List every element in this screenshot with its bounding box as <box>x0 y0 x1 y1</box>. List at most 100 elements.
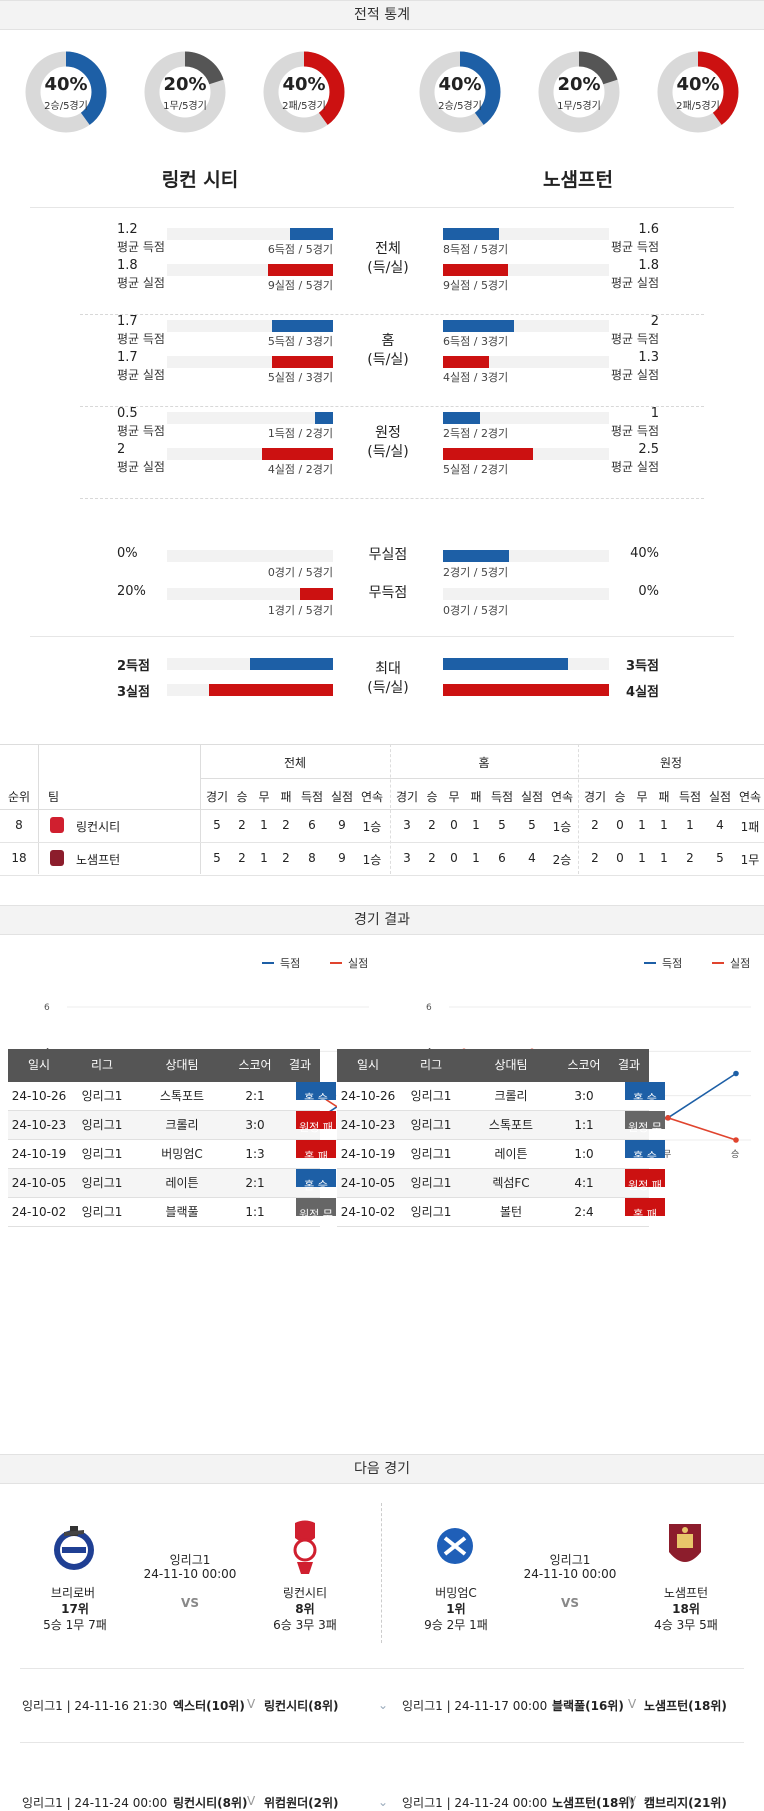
donut-ring <box>657 51 739 133</box>
next-left-team-a-rank: 17위 <box>61 1602 89 1616</box>
y-tick-label: 6 <box>44 1003 50 1013</box>
away-cleansheet-value: 0% <box>638 584 659 599</box>
donut-ring <box>419 51 501 133</box>
home-stat-value: 1.7 <box>117 314 138 329</box>
result-opp: 렉섬FC <box>492 1176 530 1190</box>
northampton-crest-icon <box>669 1524 701 1562</box>
standings-cell: 1 <box>260 851 268 865</box>
result-row[interactable]: 24-10-23 잉리그1 스톡포트 1:1 원정 무 <box>337 1111 665 1140</box>
result-row[interactable]: 24-10-05 잉리그1 렉섬FC 4:1 원정 패 <box>337 1169 665 1198</box>
result-row[interactable]: 24-10-23 잉리그1 크롤리 3:0 원정 패 <box>8 1111 336 1140</box>
result-league: 잉리그1 <box>410 1176 452 1190</box>
standings-cell: 2 <box>428 851 436 865</box>
donut-fill <box>263 51 345 133</box>
standings-col-header: 득점 <box>490 790 514 804</box>
fixture-team-b[interactable]: 노샘프턴(18위) <box>644 1699 727 1713</box>
fixture-vs: V <box>628 1794 637 1808</box>
standings-cell: 2 <box>238 818 246 832</box>
standings-cell: 1무 <box>740 853 760 867</box>
fixture-info: 잉리그1 | 24-11-17 00:00 <box>402 1699 548 1713</box>
standings-team-name[interactable]: 노샘프턴 <box>76 853 121 867</box>
standings-cell: 2승 <box>552 853 572 867</box>
standings-cell: 1승 <box>552 820 572 834</box>
section-title: 경기 결과 <box>354 912 410 928</box>
away-max-value: 4실점 <box>626 685 659 700</box>
result-row[interactable]: 24-10-26 잉리그1 크롤리 3:0 홈 승 <box>337 1082 665 1111</box>
result-badge: 원정 패 <box>625 1169 665 1192</box>
away-stat-bar <box>443 412 480 424</box>
next-right-team-a-record: 9승 2무 1패 <box>424 1618 488 1632</box>
legend-label: 실점 <box>730 957 750 970</box>
standings-col-header: 연속 <box>550 790 574 804</box>
stat-group-label: 홈 (득/실) <box>367 333 409 368</box>
away-cleansheet-note: 2경기 / 5경기 <box>443 566 509 579</box>
fixture-team-b[interactable]: 캠브리지(21위) <box>644 1796 727 1810</box>
standings-team-name[interactable]: 링컨시티 <box>76 820 121 834</box>
home-cleansheet-value: 0% <box>117 546 138 561</box>
section-header-next-match: 다음 경기 <box>0 1454 764 1484</box>
result-row[interactable]: 24-10-26 잉리그1 스톡포트 2:1 홈 승 <box>8 1082 336 1111</box>
fixture-team-b[interactable]: 링컨시티(8위) <box>264 1699 339 1713</box>
result-league: 잉리그1 <box>81 1147 123 1161</box>
home-max-value: 3실점 <box>117 685 150 700</box>
result-row[interactable]: 24-10-19 잉리그1 버밍엄C 1:3 홈 패 <box>8 1140 336 1169</box>
fixture-team-a[interactable]: 블랙풀(16위) <box>552 1699 624 1713</box>
dashed-divider <box>80 314 704 315</box>
standings-col-header: 승 <box>236 790 248 804</box>
double-chevron-down-icon[interactable]: ⌄ <box>378 1698 389 1712</box>
away-stat-label: 평균 득점 <box>611 424 659 438</box>
next-left-team-b-record: 6승 3무 3패 <box>273 1618 337 1632</box>
result-row[interactable]: 24-10-05 잉리그1 레이튼 2:1 홈 승 <box>8 1169 336 1198</box>
stat-bar-track <box>443 588 609 600</box>
donut-chart: 40% 2승/5경기 <box>418 50 502 134</box>
standings-cell: 9 <box>338 818 346 832</box>
fixture-vs: V <box>247 1697 256 1711</box>
standings-col-header: 경기 <box>583 790 607 804</box>
divider <box>200 778 764 779</box>
result-date: 24-10-02 <box>11 1205 67 1219</box>
legend-label: 실점 <box>348 957 368 970</box>
result-league: 잉리그1 <box>81 1176 123 1190</box>
home-stat-bar <box>299 588 333 600</box>
home-stat-note: 1득점 / 2경기 <box>267 427 333 440</box>
away-stat-value: 1.3 <box>638 350 659 365</box>
double-chevron-down-icon[interactable]: ⌄ <box>378 1795 389 1809</box>
dashed-divider <box>80 498 704 499</box>
max-label: 최대 (득/실) <box>367 661 409 696</box>
x-tick-label: 무 <box>663 1149 671 1160</box>
section-header-record-stats: 전적 통계 <box>0 0 764 30</box>
away-stat-label: 평균 득점 <box>611 240 659 254</box>
standings-cell: 5 <box>213 851 221 865</box>
standings-cell: 2 <box>591 818 599 832</box>
standings-cell: 8 <box>308 851 316 865</box>
fixture-team-a[interactable]: 노샘프턴(18위) <box>552 1796 635 1810</box>
standings-col-header: 패 <box>280 790 292 804</box>
result-row[interactable]: 24-10-19 잉리그1 레이튼 1:0 홈 승 <box>337 1140 665 1169</box>
standings-group-header: 홈 <box>478 756 490 770</box>
fixture-team-b[interactable]: 위컴원더(2위) <box>264 1796 339 1810</box>
results-col-header: 상대팀 <box>494 1058 528 1072</box>
standings-cell: 0 <box>616 851 624 865</box>
fixture-team-a[interactable]: 엑스터(10위) <box>173 1699 245 1713</box>
result-badge: 홈 승 <box>625 1082 665 1105</box>
divider <box>0 809 764 810</box>
result-row[interactable]: 24-10-02 잉리그1 블랙풀 1:1 원정 무 <box>8 1198 336 1227</box>
result-date: 24-10-19 <box>340 1147 396 1161</box>
home-stat-note: 6득점 / 5경기 <box>267 243 333 256</box>
fixture-team-a[interactable]: 링컨시티(8위) <box>173 1796 248 1810</box>
standings-group-header: 전체 <box>283 756 307 770</box>
donut-ring <box>263 51 345 133</box>
standings-cell: 9 <box>338 851 346 865</box>
away-stat-note: 4실점 / 3경기 <box>443 371 509 384</box>
cleansheet-label: 무득점 <box>368 585 408 601</box>
next-left-datetime: 24-11-10 00:00 <box>143 1567 237 1581</box>
home-stat-note: 9실점 / 5경기 <box>267 279 333 292</box>
standings-cell: 0 <box>616 818 624 832</box>
away-stat-value: 2.5 <box>638 442 659 457</box>
away-stat-label: 평균 실점 <box>611 276 659 290</box>
standings-cell: 6 <box>498 851 506 865</box>
result-row[interactable]: 24-10-02 잉리그1 볼턴 2:4 홈 패 <box>337 1198 665 1227</box>
donut-subtext: 2승/5경기 <box>44 101 88 112</box>
next-right-team-b-record: 4승 3무 5패 <box>654 1618 718 1632</box>
results-col-header: 리그 <box>419 1058 443 1072</box>
